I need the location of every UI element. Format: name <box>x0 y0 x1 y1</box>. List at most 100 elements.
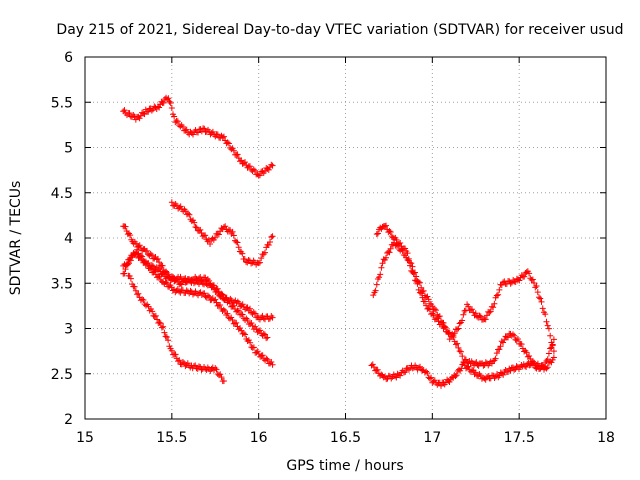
data-point <box>482 316 489 323</box>
y-tick-label: 6 <box>64 50 73 66</box>
data-point <box>436 313 443 320</box>
data-point <box>397 372 404 379</box>
data-point <box>121 270 128 277</box>
data-point <box>497 343 504 350</box>
series-track-2 <box>168 199 276 268</box>
data-point <box>543 318 550 325</box>
series-track-6 <box>125 272 227 385</box>
data-point <box>451 330 458 337</box>
data-point <box>538 298 545 305</box>
data-point <box>230 302 237 309</box>
series-track-9 <box>368 354 557 389</box>
data-point <box>549 342 556 349</box>
data-point <box>156 265 163 272</box>
data-point <box>191 219 198 226</box>
data-point <box>156 259 163 266</box>
data-point <box>263 335 270 342</box>
data-point <box>214 131 221 138</box>
data-point <box>539 305 546 312</box>
data-point <box>211 282 218 289</box>
data-point <box>220 133 227 140</box>
data-point <box>495 291 502 298</box>
data-point <box>487 308 494 315</box>
data-point <box>122 223 129 230</box>
y-tick-label: 3.5 <box>51 276 73 292</box>
data-point <box>134 251 141 258</box>
data-point <box>249 322 256 329</box>
y-tick-label: 4.5 <box>51 186 73 202</box>
data-point <box>152 312 159 319</box>
data-point <box>469 367 476 374</box>
data-point <box>417 363 424 370</box>
data-point <box>415 278 422 285</box>
data-point <box>452 341 459 348</box>
data-point <box>188 130 195 137</box>
data-point <box>156 319 163 326</box>
data-point <box>477 313 484 320</box>
data-point <box>131 283 138 290</box>
data-point <box>175 358 182 365</box>
data-point <box>192 362 199 369</box>
data-point <box>523 349 530 356</box>
data-point <box>526 352 533 359</box>
data-point <box>383 222 390 229</box>
data-point <box>172 119 179 126</box>
data-point <box>248 320 255 327</box>
data-point <box>204 292 211 299</box>
data-point <box>212 234 219 241</box>
data-point <box>444 329 451 336</box>
data-point <box>215 231 222 238</box>
data-point <box>545 325 552 332</box>
data-point <box>198 277 205 284</box>
data-point <box>187 287 194 294</box>
data-point <box>240 330 247 337</box>
data-point <box>527 361 534 368</box>
data-point <box>521 273 528 280</box>
data-point <box>206 293 213 300</box>
data-point <box>239 301 246 308</box>
data-point <box>534 360 541 367</box>
data-point <box>168 199 175 206</box>
data-point <box>125 260 132 267</box>
data-point <box>197 226 204 233</box>
data-point <box>537 295 544 302</box>
data-point <box>456 348 463 355</box>
data-point <box>531 279 538 286</box>
data-point <box>440 319 447 326</box>
data-point <box>186 211 193 218</box>
data-point <box>498 282 505 289</box>
data-point <box>229 228 236 235</box>
data-point <box>193 224 200 231</box>
data-point <box>248 260 255 267</box>
data-point <box>259 352 266 359</box>
data-point <box>526 270 533 277</box>
data-point <box>213 366 220 373</box>
y-tick-label: 5.5 <box>51 95 73 111</box>
data-point <box>163 279 170 286</box>
data-point <box>135 290 142 297</box>
data-point <box>269 314 276 321</box>
data-point <box>453 372 460 379</box>
data-point <box>263 355 270 362</box>
data-point <box>230 232 237 239</box>
grid-lines <box>85 57 606 419</box>
data-point <box>418 284 425 291</box>
data-point <box>472 310 479 317</box>
data-point <box>530 358 537 365</box>
data-point <box>192 224 199 231</box>
data-point <box>145 259 152 266</box>
tick-labels: 15 15.5 16 16.5 17 17.5 18 2 2.5 3 3.5 4 4.5 5 5.5 6 <box>51 50 615 446</box>
data-point <box>544 322 551 329</box>
data-point <box>212 365 219 372</box>
data-point <box>230 147 237 154</box>
data-point <box>400 369 407 376</box>
series-track-4 <box>120 246 276 368</box>
data-point <box>122 266 129 273</box>
data-point <box>267 315 274 322</box>
data-point <box>183 287 190 294</box>
plot-frame <box>84 56 607 420</box>
data-point <box>507 280 514 287</box>
data-point <box>179 123 186 130</box>
data-point <box>376 274 383 281</box>
data-point <box>238 327 245 334</box>
